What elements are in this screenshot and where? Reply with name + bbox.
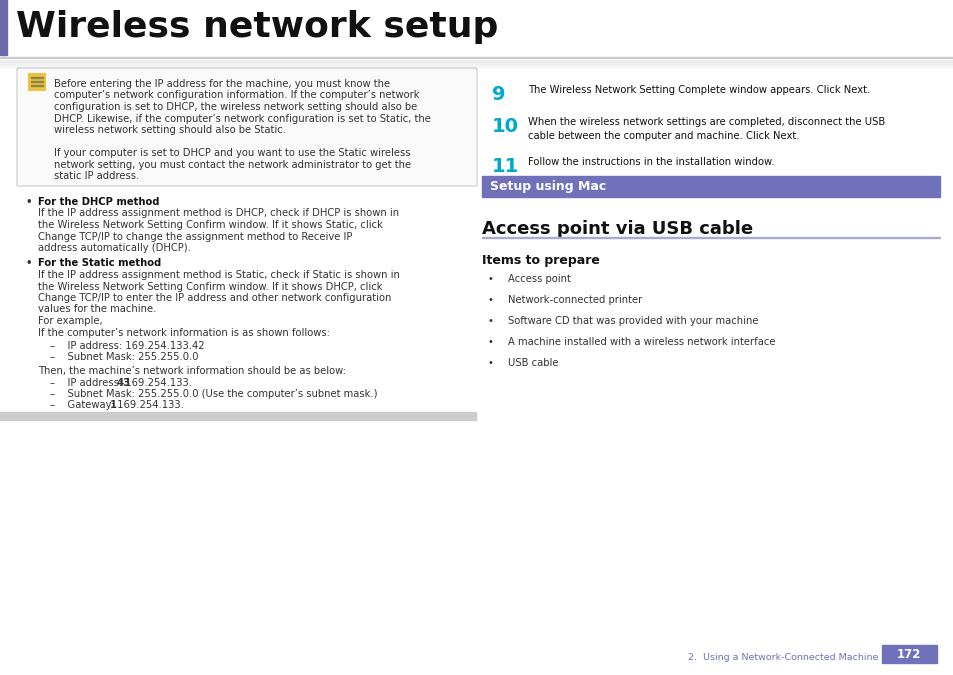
Text: Change TCP/IP to change the assignment method to Receive IP: Change TCP/IP to change the assignment m… xyxy=(38,232,352,242)
Text: Wireless network setup: Wireless network setup xyxy=(16,10,497,44)
Text: •: • xyxy=(26,197,32,207)
Text: –    IP address: 169.254.133.: – IP address: 169.254.133. xyxy=(50,377,192,387)
Text: 172: 172 xyxy=(896,647,921,661)
Bar xyxy=(0,64,953,66)
Text: If the IP address assignment method is Static, check if Static is shown in: If the IP address assignment method is S… xyxy=(38,270,399,280)
Text: For the DHCP method: For the DHCP method xyxy=(38,197,159,207)
FancyBboxPatch shape xyxy=(17,68,476,186)
Bar xyxy=(28,73,46,91)
Text: The Wireless Network Setting Complete window appears. Click Next.: The Wireless Network Setting Complete wi… xyxy=(527,85,869,95)
Text: 10: 10 xyxy=(492,117,518,136)
Bar xyxy=(0,412,476,420)
Text: Setup using Mac: Setup using Mac xyxy=(490,180,605,193)
Bar xyxy=(481,176,939,197)
Bar xyxy=(30,80,43,82)
Text: USB cable: USB cable xyxy=(507,358,558,368)
Text: –    Gateway: 169.254.133.: – Gateway: 169.254.133. xyxy=(50,400,184,410)
Text: If the IP address assignment method is DHCP, check if DHCP is shown in: If the IP address assignment method is D… xyxy=(38,209,398,219)
Text: Software CD that was provided with your machine: Software CD that was provided with your … xyxy=(507,316,758,326)
Text: •: • xyxy=(488,337,494,347)
Text: 1: 1 xyxy=(110,400,116,410)
Text: the Wireless Network Setting Confirm window. If it shows DHCP, click: the Wireless Network Setting Confirm win… xyxy=(38,281,382,292)
Text: Access point via USB cable: Access point via USB cable xyxy=(481,220,752,238)
Text: network setting, you must contact the network administrator to get the: network setting, you must contact the ne… xyxy=(54,159,411,169)
Text: address automatically (DHCP).: address automatically (DHCP). xyxy=(38,243,191,253)
Text: When the wireless network settings are completed, disconnect the USB
cable betwe: When the wireless network settings are c… xyxy=(527,117,884,140)
Text: Before entering the IP address for the machine, you must know the: Before entering the IP address for the m… xyxy=(54,79,390,89)
Text: –    Subnet Mask: 255.255.0.0 (Use the computer’s subnet mask.): – Subnet Mask: 255.255.0.0 (Use the comp… xyxy=(50,389,377,399)
Text: wireless network setting should also be Static.: wireless network setting should also be … xyxy=(54,125,286,135)
Text: the Wireless Network Setting Confirm window. If it shows Static, click: the Wireless Network Setting Confirm win… xyxy=(38,220,382,230)
Text: •: • xyxy=(488,295,494,305)
Text: A machine installed with a wireless network interface: A machine installed with a wireless netw… xyxy=(507,337,775,347)
Text: configuration is set to DHCP, the wireless network setting should also be: configuration is set to DHCP, the wirele… xyxy=(54,102,416,112)
Text: values for the machine.: values for the machine. xyxy=(38,304,156,315)
Text: For example,: For example, xyxy=(38,316,103,326)
Text: Network-connected printer: Network-connected printer xyxy=(507,295,641,305)
Bar xyxy=(882,645,936,663)
Text: DHCP. Likewise, if the computer’s network configuration is set to Static, the: DHCP. Likewise, if the computer’s networ… xyxy=(54,113,431,124)
Text: 2.  Using a Network-Connected Machine: 2. Using a Network-Connected Machine xyxy=(687,653,877,662)
Bar xyxy=(0,62,953,64)
Text: –    IP address: 169.254.133.42: – IP address: 169.254.133.42 xyxy=(50,341,204,351)
Bar xyxy=(30,76,43,78)
Text: •: • xyxy=(488,274,494,284)
Text: If the computer’s network information is as shown follows:: If the computer’s network information is… xyxy=(38,327,330,338)
Bar xyxy=(0,0,7,55)
Text: 11: 11 xyxy=(492,157,518,176)
Bar xyxy=(0,60,953,62)
Text: Items to prepare: Items to prepare xyxy=(481,254,599,267)
Bar xyxy=(0,57,953,58)
Text: Access point: Access point xyxy=(507,274,570,284)
Bar xyxy=(0,66,953,68)
Text: 9: 9 xyxy=(492,85,505,104)
Text: static IP address.: static IP address. xyxy=(54,171,139,181)
Text: 43: 43 xyxy=(116,377,131,387)
Text: Change TCP/IP to enter the IP address and other network configuration: Change TCP/IP to enter the IP address an… xyxy=(38,293,391,303)
Bar xyxy=(30,84,43,86)
Text: If your computer is set to DHCP and you want to use the Static wireless: If your computer is set to DHCP and you … xyxy=(54,148,410,158)
Text: Then, the machine’s network information should be as below:: Then, the machine’s network information … xyxy=(38,366,346,376)
Text: Follow the instructions in the installation window.: Follow the instructions in the installat… xyxy=(527,157,774,167)
Text: •: • xyxy=(26,259,32,269)
Bar xyxy=(481,237,939,238)
Text: –    Subnet Mask: 255.255.0.0: – Subnet Mask: 255.255.0.0 xyxy=(50,352,198,362)
Text: •: • xyxy=(488,316,494,326)
Text: For the Static method: For the Static method xyxy=(38,259,161,269)
Text: •: • xyxy=(488,358,494,368)
Text: computer’s network configuration information. If the computer’s network: computer’s network configuration informa… xyxy=(54,90,419,101)
